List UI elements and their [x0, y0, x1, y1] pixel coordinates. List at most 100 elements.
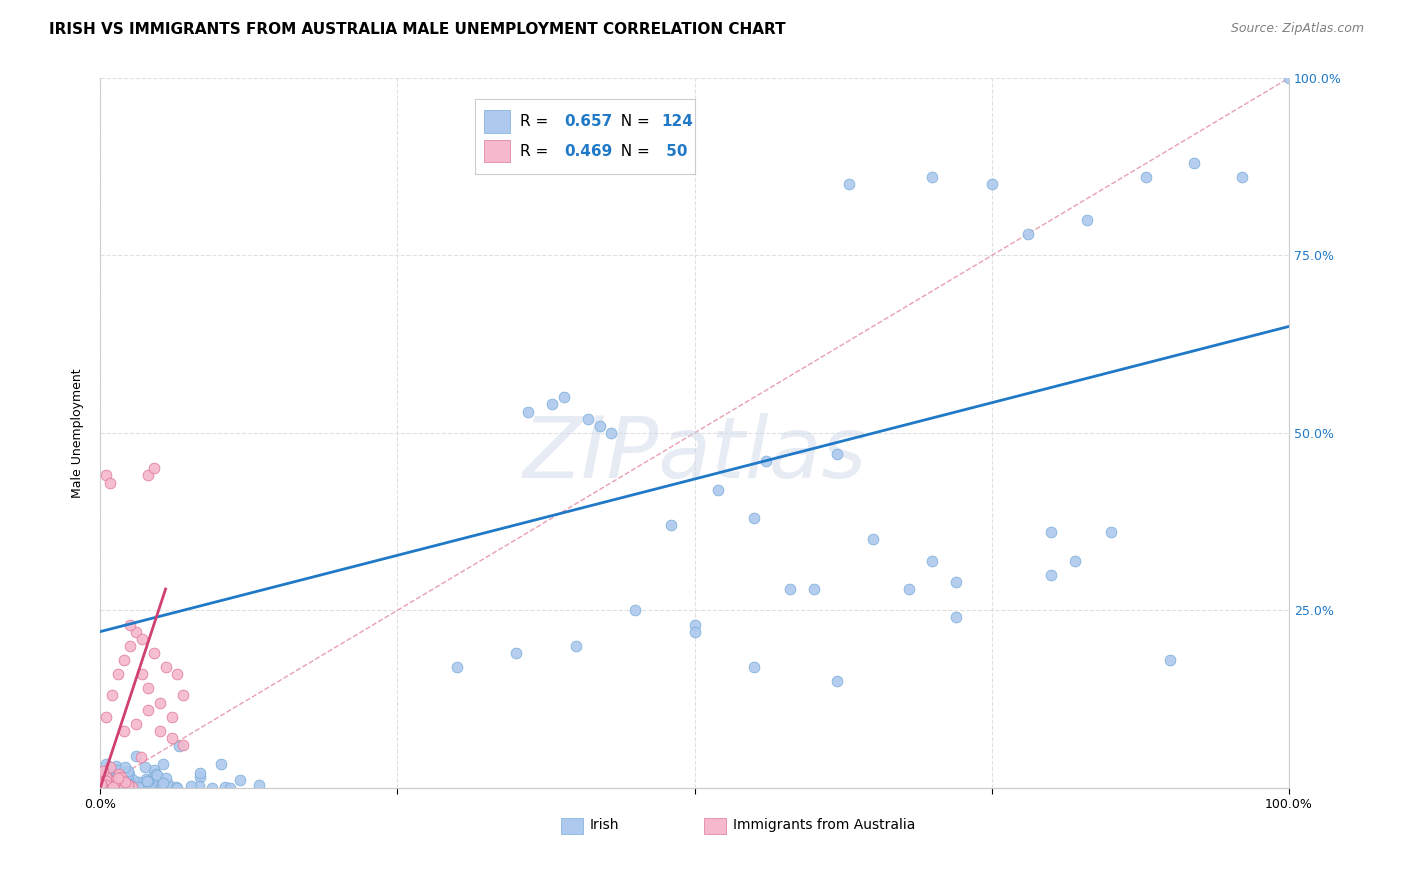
Point [94, 770, 117, 784]
Point [218, 780, 240, 795]
Text: 50: 50 [661, 144, 688, 159]
Point [115, 777, 138, 791]
Point [117, 773, 139, 788]
Point [94, 778, 117, 792]
Point [505, 646, 527, 660]
Point [90, 769, 112, 783]
Point [117, 778, 139, 792]
Point [103, 772, 125, 787]
Point [112, 653, 135, 667]
FancyBboxPatch shape [484, 140, 510, 162]
Point [131, 667, 153, 681]
Point [115, 768, 138, 782]
Point [117, 764, 139, 778]
Point [110, 770, 132, 784]
Point [107, 763, 129, 777]
Point [228, 773, 250, 788]
Point [91, 771, 114, 785]
Point [188, 770, 211, 784]
Point [122, 772, 145, 787]
Point [214, 780, 236, 795]
Point [1135, 170, 1157, 185]
Point [136, 681, 159, 696]
Point [142, 461, 165, 475]
Point [188, 765, 211, 780]
Point [129, 750, 152, 764]
Point [564, 639, 586, 653]
Point [121, 780, 143, 795]
Point [97, 772, 120, 786]
Text: Irish: Irish [591, 818, 620, 832]
Point [107, 767, 129, 781]
Point [115, 780, 138, 794]
Point [115, 778, 138, 792]
Point [93, 780, 115, 795]
Point [160, 710, 183, 724]
Point [112, 774, 135, 789]
Point [146, 779, 169, 793]
Point [1099, 525, 1122, 540]
Point [683, 624, 706, 639]
Point [103, 780, 125, 795]
Point [124, 749, 146, 764]
Point [139, 780, 162, 794]
Point [980, 178, 1002, 192]
Point [120, 780, 142, 794]
Point [921, 554, 943, 568]
Point [134, 760, 156, 774]
Point [111, 766, 134, 780]
Point [89, 780, 111, 795]
Point [98, 766, 121, 780]
Point [91, 780, 114, 795]
Text: 0.469: 0.469 [564, 144, 612, 159]
Point [120, 780, 142, 794]
Point [683, 617, 706, 632]
Point [166, 667, 188, 681]
Point [127, 780, 149, 794]
Point [117, 778, 139, 792]
Point [100, 774, 122, 789]
Point [98, 779, 121, 793]
Point [91, 770, 114, 784]
Text: N =: N = [612, 114, 655, 128]
Point [1017, 227, 1039, 241]
Point [114, 775, 136, 789]
Point [98, 777, 121, 791]
Point [91, 778, 114, 792]
Point [96, 774, 118, 789]
Point [127, 775, 149, 789]
Point [90, 776, 112, 790]
Text: Source: ZipAtlas.com: Source: ZipAtlas.com [1230, 22, 1364, 36]
Point [90, 780, 112, 794]
Point [541, 397, 564, 411]
Point [150, 780, 173, 795]
Point [112, 780, 135, 795]
Point [172, 738, 194, 752]
Point [576, 411, 599, 425]
Point [624, 603, 647, 617]
Point [118, 639, 141, 653]
Text: IRISH VS IMMIGRANTS FROM AUSTRALIA MALE UNEMPLOYMENT CORRELATION CHART: IRISH VS IMMIGRANTS FROM AUSTRALIA MALE … [49, 22, 786, 37]
Point [945, 610, 967, 624]
Point [945, 574, 967, 589]
Point [136, 780, 159, 794]
Point [659, 518, 682, 533]
Point [131, 632, 153, 646]
Point [103, 780, 125, 794]
Point [149, 696, 172, 710]
Point [108, 779, 131, 793]
Point [247, 778, 270, 792]
Text: ZIPatlas: ZIPatlas [523, 413, 866, 496]
Text: R =: R = [520, 114, 553, 128]
Point [94, 765, 117, 780]
Point [98, 759, 121, 773]
Point [131, 780, 153, 795]
Point [104, 767, 127, 781]
Point [105, 780, 128, 795]
Point [152, 756, 174, 771]
Point [1182, 156, 1205, 170]
Point [827, 447, 849, 461]
Point [1040, 525, 1063, 540]
Point [118, 772, 141, 786]
Point [187, 779, 209, 793]
